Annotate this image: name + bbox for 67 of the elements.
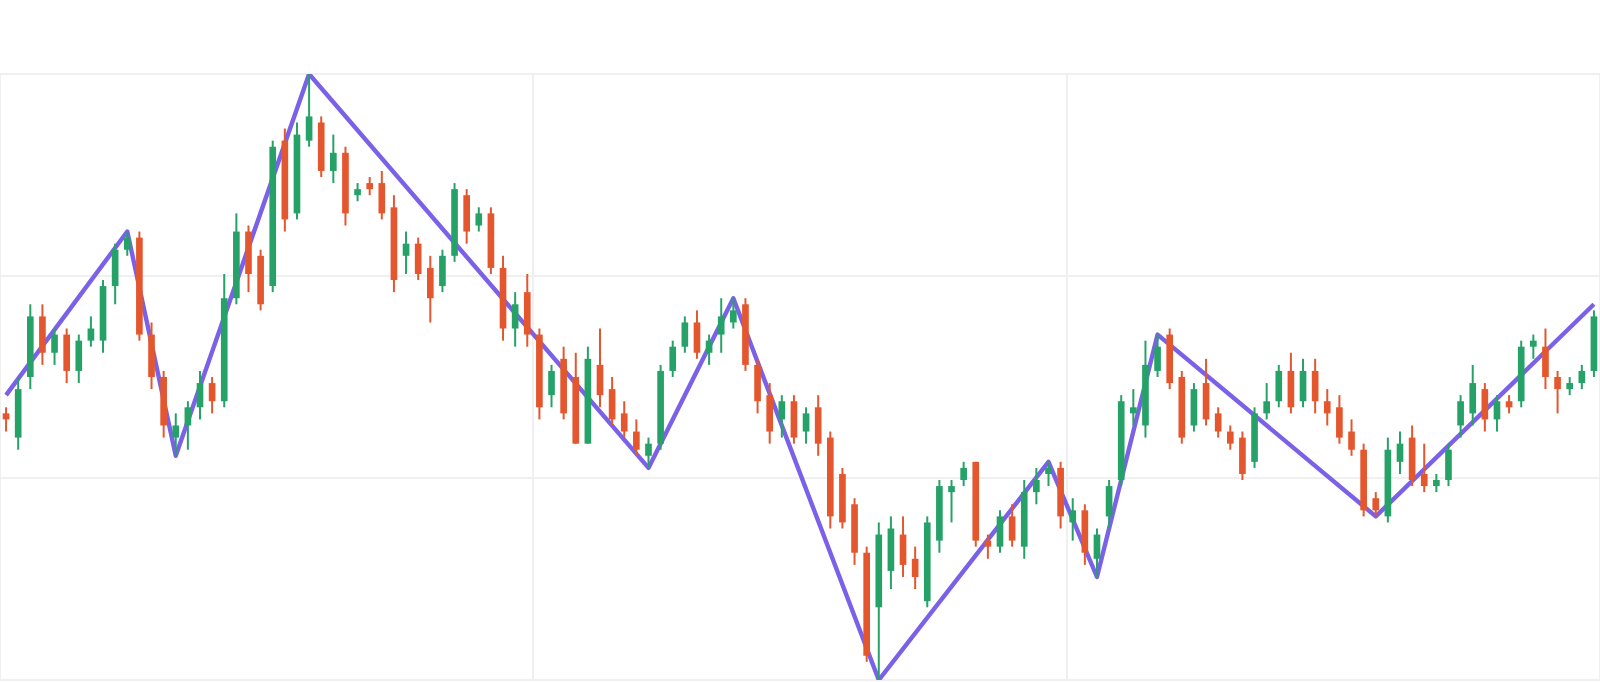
candlestick [463, 188, 470, 245]
candlestick [123, 230, 131, 257]
candlestick [778, 394, 786, 439]
candlestick [730, 297, 737, 330]
candlestick [1336, 394, 1343, 445]
candlestick [1226, 424, 1234, 451]
candlestick [1372, 491, 1380, 518]
candlestick [1154, 333, 1161, 378]
candlestick [693, 309, 701, 360]
candlestick [1505, 394, 1513, 415]
candlestick [548, 363, 555, 409]
candlestick [766, 382, 774, 445]
candlestick [414, 236, 422, 282]
candlestick [1542, 327, 1549, 391]
candlestick [754, 357, 761, 415]
candlestick [1323, 388, 1331, 427]
candlestick [620, 400, 628, 439]
candlestick [960, 460, 967, 488]
candlestick [51, 327, 58, 366]
candlestick [354, 182, 361, 203]
candlestick [790, 394, 798, 445]
candlestick [1033, 466, 1040, 506]
candlestick [148, 321, 155, 391]
candlestick [305, 73, 313, 148]
candlestick [1420, 442, 1428, 494]
candlestick [1578, 363, 1586, 391]
candlestick [645, 436, 652, 469]
candlestick [75, 333, 83, 385]
candlestick [1069, 497, 1077, 542]
candlestick [475, 206, 483, 233]
candlestick [1457, 394, 1464, 439]
candlestick [669, 339, 677, 378]
candlestick [802, 406, 810, 445]
candlestick [439, 248, 446, 294]
candlestick [1554, 369, 1561, 415]
candlestick [172, 412, 180, 457]
candlestick [366, 176, 374, 197]
candlestick [330, 133, 337, 185]
candlestick [1530, 333, 1537, 360]
candlestick [681, 315, 689, 354]
candlestick [1566, 376, 1574, 397]
candlestick [1348, 418, 1355, 457]
candlestick [426, 254, 434, 324]
candlestick [1081, 503, 1089, 566]
candlestick [633, 418, 640, 457]
candlestick [1239, 430, 1246, 482]
candlestick [523, 272, 531, 348]
candlestick [39, 303, 46, 366]
candlestick [1045, 460, 1052, 488]
candlestick [1445, 442, 1452, 488]
candlestick [245, 224, 252, 294]
candlestick [63, 327, 70, 385]
candlestick [948, 479, 955, 524]
candlestick [1263, 382, 1270, 421]
candlestick [717, 297, 725, 354]
candlestick [1130, 388, 1137, 427]
candlestick [378, 169, 386, 221]
candlestick [1275, 363, 1283, 409]
candlestick [984, 533, 992, 560]
candlestick [2, 406, 10, 433]
candlestick [1008, 503, 1016, 548]
candlestick [511, 291, 519, 348]
candlestick [1214, 406, 1222, 439]
candlestick [1433, 472, 1440, 494]
candlestick [814, 394, 822, 457]
candlestick [996, 509, 1004, 554]
candlestick [1469, 363, 1477, 427]
